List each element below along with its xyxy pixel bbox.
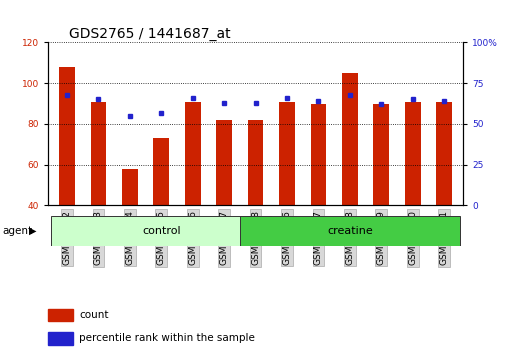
Text: percentile rank within the sample: percentile rank within the sample xyxy=(79,333,255,343)
Bar xyxy=(373,104,388,205)
Bar xyxy=(90,102,106,205)
Text: ▶: ▶ xyxy=(29,226,37,236)
Text: control: control xyxy=(141,226,180,236)
Bar xyxy=(184,102,200,205)
Bar xyxy=(341,73,357,205)
Bar xyxy=(247,120,263,205)
Bar xyxy=(122,169,137,205)
Bar xyxy=(404,102,420,205)
Bar xyxy=(310,104,326,205)
Bar xyxy=(435,102,451,205)
Bar xyxy=(216,120,231,205)
Text: GDS2765 / 1441687_at: GDS2765 / 1441687_at xyxy=(69,28,230,41)
Text: agent: agent xyxy=(3,226,33,236)
Text: count: count xyxy=(79,310,109,320)
Bar xyxy=(279,102,294,205)
Bar xyxy=(51,216,271,246)
Bar xyxy=(48,332,73,345)
Bar xyxy=(48,309,73,321)
Bar xyxy=(153,138,169,205)
Bar xyxy=(59,67,75,205)
Bar xyxy=(239,216,459,246)
Text: creatine: creatine xyxy=(326,226,372,236)
